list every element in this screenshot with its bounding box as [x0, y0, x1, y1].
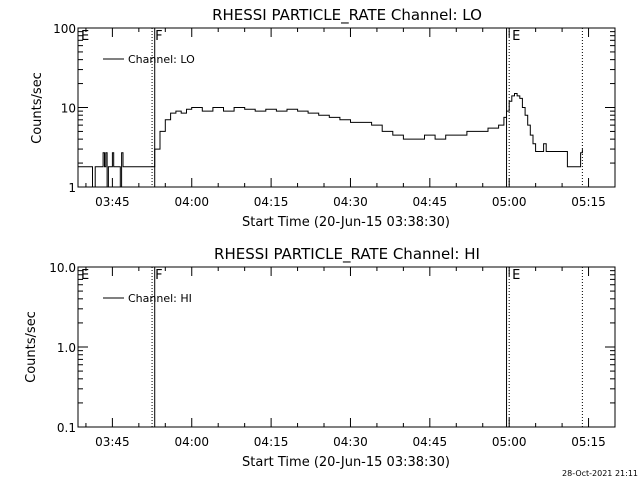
lo-y-tick-label: 10	[61, 102, 76, 116]
lo-plot-frame	[77, 27, 616, 188]
lo-x-axis-label: Start Time (20-Jun-15 03:38:30)	[242, 215, 450, 230]
hi-axis-ticks: 03:45 04:00 04:15 04:30 04:45 05:00 05:15 0.1 1.…	[49, 261, 616, 449]
lo-x-tick-label: 04:45	[413, 195, 448, 209]
hi-marker-label: E	[512, 268, 520, 283]
hi-chart-title: RHESSI PARTICLE_RATE Channel: HI	[214, 245, 480, 264]
lo-x-tick-label: 04:30	[333, 195, 368, 209]
lo-x-tick-label: 05:00	[492, 195, 527, 209]
footer-timestamp: 28-Oct-2021 21:11	[562, 469, 638, 478]
hi-y-tick-label: 10.0	[49, 261, 76, 275]
hi-marker-label: F	[155, 268, 162, 283]
hi-x-tick-label: 05:00	[492, 435, 527, 449]
hi-y-tick-label: 1.0	[57, 341, 76, 355]
hi-x-tick-label: 04:00	[174, 435, 209, 449]
hi-marker-label: E	[81, 268, 89, 283]
lo-y-tick-label: 1	[68, 181, 76, 195]
lo-x-tick-label: 03:45	[95, 195, 130, 209]
lo-marker-label: F	[155, 29, 162, 44]
hi-x-axis-label: Start Time (20-Jun-15 03:38:30)	[242, 455, 450, 470]
hi-x-tick-label: 04:45	[413, 435, 448, 449]
lo-legend-label: Channel: LO	[128, 53, 195, 66]
lo-x-tick-label: 05:15	[571, 195, 606, 209]
lo-series-line	[78, 93, 583, 188]
hi-x-tick-label: 04:15	[254, 435, 289, 449]
lo-channel-panel: RHESSI PARTICLE_RATE Channel: LO Counts/…	[30, 6, 616, 230]
lo-x-tick-label: 04:00	[174, 195, 209, 209]
lo-chart-title: RHESSI PARTICLE_RATE Channel: LO	[212, 6, 482, 25]
hi-x-tick-label: 05:15	[571, 435, 606, 449]
hi-x-tick-label: 03:45	[95, 435, 130, 449]
hi-plot-frame	[77, 266, 616, 428]
hi-channel-panel: RHESSI PARTICLE_RATE Channel: HI Counts/…	[24, 245, 616, 470]
lo-y-tick-label: 100	[53, 22, 76, 36]
lo-axis-ticks: 03:45 04:00 04:15 04:30 04:45 05:00 05:15 1 10 10…	[53, 22, 616, 209]
hi-y-tick-label: 0.1	[57, 421, 76, 435]
hi-y-axis-label: Counts/sec	[24, 311, 39, 383]
lo-y-axis-label: Counts/sec	[30, 72, 45, 144]
hi-legend-label: Channel: HI	[128, 292, 192, 305]
lo-x-tick-label: 04:15	[254, 195, 289, 209]
hi-x-tick-label: 04:30	[333, 435, 368, 449]
lo-marker-label: E	[81, 29, 89, 44]
lo-marker-label: E	[512, 29, 520, 44]
lo-series-group	[78, 93, 583, 188]
